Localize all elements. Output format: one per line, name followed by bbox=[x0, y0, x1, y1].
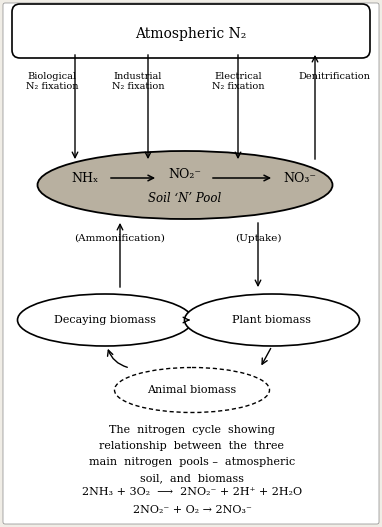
Text: NO₃⁻: NO₃⁻ bbox=[283, 171, 317, 184]
Ellipse shape bbox=[115, 367, 269, 413]
Ellipse shape bbox=[185, 294, 359, 346]
Text: Soil ‘N’ Pool: Soil ‘N’ Pool bbox=[148, 191, 222, 204]
Text: (Uptake): (Uptake) bbox=[235, 233, 281, 242]
Text: Atmospheric N₂: Atmospheric N₂ bbox=[135, 27, 247, 41]
Text: NO₂⁻: NO₂⁻ bbox=[168, 169, 201, 181]
Text: Decaying biomass: Decaying biomass bbox=[54, 315, 156, 325]
Text: The  nitrogen  cycle  showing: The nitrogen cycle showing bbox=[109, 425, 275, 435]
Text: Denitrification: Denitrification bbox=[298, 72, 370, 81]
Text: main  nitrogen  pools –  atmospheric: main nitrogen pools – atmospheric bbox=[89, 457, 295, 467]
Text: relationship  between  the  three: relationship between the three bbox=[99, 441, 285, 451]
Ellipse shape bbox=[37, 151, 332, 219]
Text: Industrial
N₂ fixation: Industrial N₂ fixation bbox=[112, 72, 164, 91]
Text: Biological
N₂ fixation: Biological N₂ fixation bbox=[26, 72, 78, 91]
Text: Electrical
N₂ fixation: Electrical N₂ fixation bbox=[212, 72, 264, 91]
Text: 2NH₃ + 3O₂  ⟶  2NO₂⁻ + 2H⁺ + 2H₂O: 2NH₃ + 3O₂ ⟶ 2NO₂⁻ + 2H⁺ + 2H₂O bbox=[82, 487, 302, 497]
FancyBboxPatch shape bbox=[12, 4, 370, 58]
Ellipse shape bbox=[18, 294, 193, 346]
Text: (Ammonification): (Ammonification) bbox=[74, 233, 165, 242]
Text: Plant biomass: Plant biomass bbox=[233, 315, 311, 325]
Text: Animal biomass: Animal biomass bbox=[147, 385, 236, 395]
FancyBboxPatch shape bbox=[3, 3, 379, 524]
Text: NHₓ: NHₓ bbox=[71, 171, 99, 184]
Text: soil,  and  biomass: soil, and biomass bbox=[140, 473, 244, 483]
Text: 2NO₂⁻ + O₂ → 2NO₃⁻: 2NO₂⁻ + O₂ → 2NO₃⁻ bbox=[133, 505, 251, 515]
